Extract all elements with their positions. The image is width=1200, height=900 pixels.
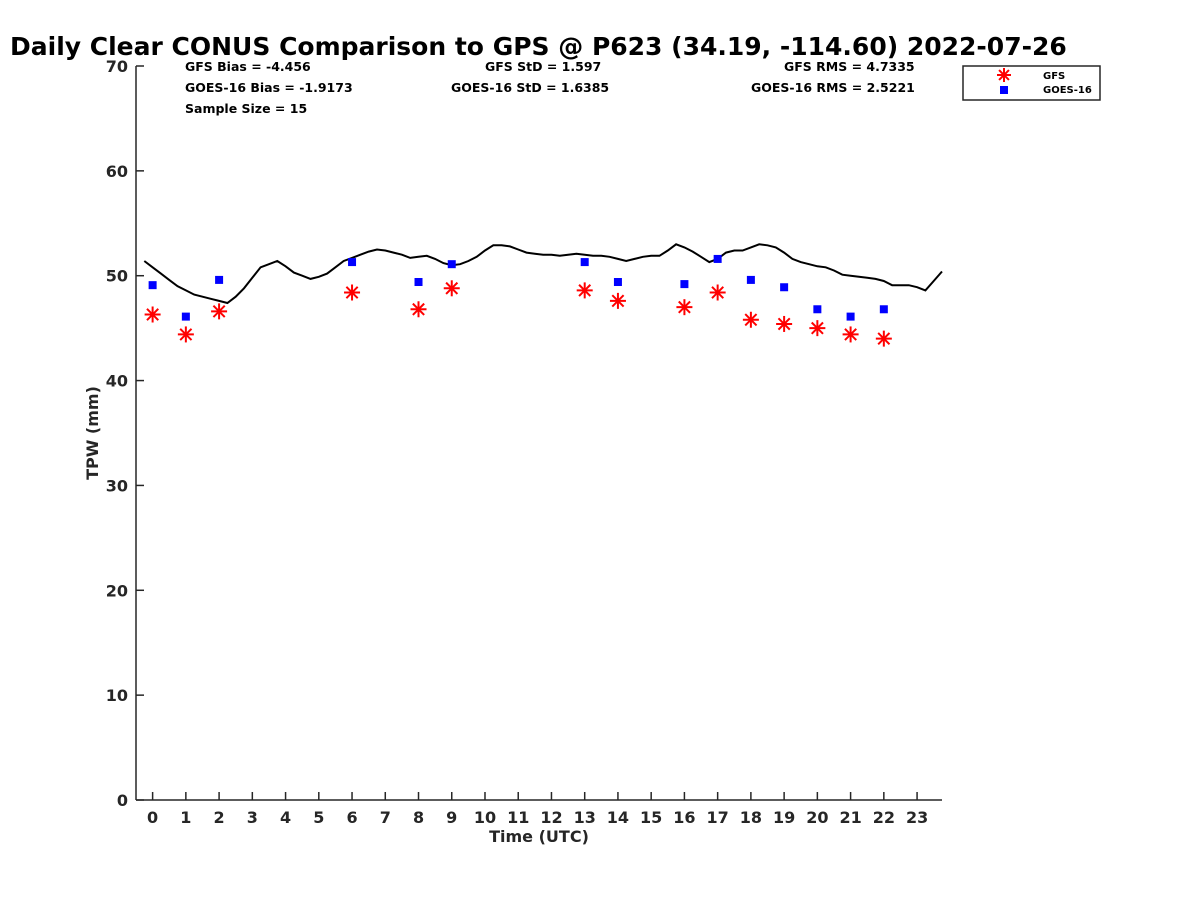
y-ticks: 0 10 20 30 40 50 60 70	[106, 57, 144, 810]
x-tick-label: 17	[707, 808, 729, 827]
gfs-point	[443, 280, 460, 297]
chart-title: Daily Clear CONUS Comparison to GPS @ P6…	[10, 32, 1067, 61]
goes-point	[447, 260, 456, 269]
y-tick-label: 30	[106, 476, 128, 495]
goes-point	[879, 305, 888, 314]
legend-gfs-marker	[997, 68, 1011, 82]
legend-gfs-label: GFS	[1043, 71, 1065, 82]
legend-goes-symbol	[1000, 86, 1008, 94]
gfs-point	[776, 315, 793, 332]
x-tick-label: 4	[280, 808, 291, 827]
y-tick-label: 20	[106, 581, 128, 600]
y-tick-label: 10	[106, 686, 128, 705]
goes-point	[846, 312, 855, 321]
x-tick-label: 16	[673, 808, 695, 827]
x-tick-label: 19	[773, 808, 795, 827]
x-tick-label: 11	[507, 808, 529, 827]
stat-gfs-std: GFS StD = 1.597	[485, 59, 601, 74]
x-tick-label: 0	[147, 808, 158, 827]
goes-point	[215, 275, 224, 284]
gfs-point	[676, 299, 693, 316]
x-tick-label: 18	[740, 808, 762, 827]
gfs-point	[742, 311, 759, 328]
legend: GFS GOES-16	[962, 65, 1101, 101]
gfs-point	[144, 306, 161, 323]
y-tick-label: 50	[106, 267, 128, 286]
stat-sample-size: Sample Size = 15	[185, 101, 307, 116]
plot-axes	[135, 66, 942, 801]
goes-point	[713, 254, 722, 263]
legend-box	[962, 65, 1101, 101]
x-tick-label: 22	[873, 808, 895, 827]
gps-tpw-line	[143, 243, 943, 305]
x-axis-label: Time (UTC)	[489, 827, 589, 846]
gfs-point	[842, 326, 859, 343]
x-tick-label: 1	[180, 808, 191, 827]
x-tick-label: 12	[540, 808, 562, 827]
gfs-point	[709, 284, 726, 301]
stat-goes-rms: GOES-16 RMS = 2.5221	[751, 80, 915, 95]
x-tick-label: 23	[906, 808, 928, 827]
goes-point	[746, 275, 755, 284]
goes-point	[348, 258, 357, 267]
goes-point	[813, 305, 822, 314]
goes-point	[580, 258, 589, 267]
stats-block: GFS Bias = -4.456 GOES-16 Bias = -1.9173…	[185, 59, 915, 116]
x-tick-label: 9	[446, 808, 457, 827]
goes-point	[414, 278, 423, 287]
x-tick-label: 20	[806, 808, 828, 827]
legend-gfs-symbol	[997, 68, 1011, 82]
x-tick-label: 10	[474, 808, 496, 827]
gfs-point	[576, 282, 593, 299]
goes-point	[148, 281, 157, 290]
stat-goes-bias: GOES-16 Bias = -1.9173	[185, 80, 353, 95]
gfs-point	[410, 301, 427, 318]
y-axis-label: TPW (mm)	[83, 386, 102, 480]
x-tick-label: 3	[247, 808, 258, 827]
stat-gfs-bias: GFS Bias = -4.456	[185, 59, 311, 74]
series-markers	[144, 254, 892, 347]
goes-point	[613, 278, 622, 287]
goes-point	[181, 312, 190, 321]
gfs-point	[875, 330, 892, 347]
gps-series	[143, 243, 943, 305]
x-tick-label: 13	[574, 808, 596, 827]
x-tick-label: 6	[346, 808, 357, 827]
x-tick-label: 2	[214, 808, 225, 827]
gfs-point	[344, 284, 361, 301]
stat-gfs-rms: GFS RMS = 4.7335	[784, 59, 915, 74]
x-tick-label: 14	[607, 808, 629, 827]
gfs-point	[609, 292, 626, 309]
gfs-point	[177, 326, 194, 343]
y-tick-label: 60	[106, 162, 128, 181]
legend-goes-label: GOES-16	[1043, 85, 1092, 96]
y-tick-label: 40	[106, 372, 128, 391]
x-tick-label: 8	[413, 808, 424, 827]
y-tick-label: 70	[106, 57, 128, 76]
x-tick-label: 21	[839, 808, 861, 827]
y-tick-label: 0	[117, 791, 128, 810]
legend-goes-marker	[1000, 86, 1008, 94]
goes-point	[680, 280, 689, 289]
goes-point	[780, 283, 789, 292]
x-tick-label: 7	[380, 808, 391, 827]
gfs-point	[809, 320, 826, 337]
x-ticks: 0 1 2 3 4 5 6 7 8 9 10 11 12 13 14 15 16 17 18 19 20 21 22 23	[147, 792, 928, 827]
x-tick-label: 15	[640, 808, 662, 827]
x-tick-label: 5	[313, 808, 324, 827]
gfs-point	[211, 303, 228, 320]
stat-goes-std: GOES-16 StD = 1.6385	[451, 80, 609, 95]
